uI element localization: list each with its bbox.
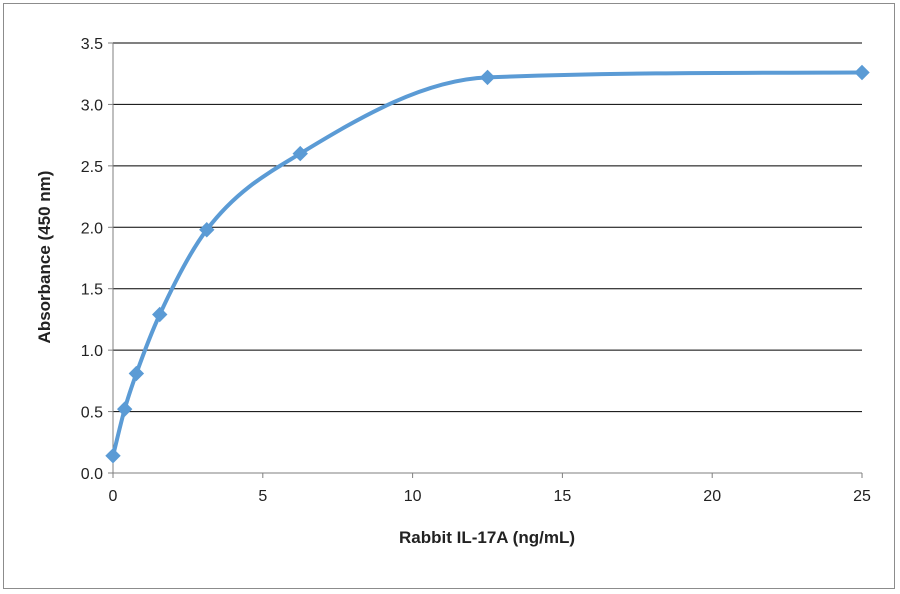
- data-point-marker: [199, 222, 215, 238]
- y-axis-title: Absorbance (450 nm): [35, 171, 54, 344]
- y-tick-label: 2.5: [81, 159, 103, 176]
- y-tick-labels: 0.0 0.5 1.0 1.5 2.0 2.5 3.0 3.5: [81, 36, 103, 483]
- x-tick-label: 15: [554, 488, 572, 505]
- y-tick-label: 1.0: [81, 343, 103, 360]
- data-point-marker: [292, 145, 308, 162]
- y-tick-label: 2.0: [81, 220, 103, 237]
- axes: [108, 42, 863, 478]
- chart-frame: [3, 3, 895, 589]
- data-point-marker: [479, 69, 496, 86]
- x-axis-title: Rabbit IL-17A (ng/mL): [399, 528, 575, 547]
- x-tick-label: 10: [404, 488, 422, 505]
- data-point-marker: [854, 64, 870, 81]
- y-tick-label: 1.5: [81, 282, 103, 299]
- y-tick-label: 0.0: [81, 466, 103, 483]
- y-tick-label: 0.5: [81, 405, 103, 422]
- series-line: [111, 70, 864, 458]
- x-tick-label: 5: [258, 488, 267, 505]
- x-tick-label: 0: [109, 488, 118, 505]
- y-tick-label: 3.5: [81, 36, 103, 53]
- data-point-marker: [105, 448, 121, 464]
- data-point-marker: [128, 365, 145, 382]
- series-group: [105, 64, 870, 464]
- y-tick-label: 3.0: [81, 97, 103, 114]
- x-tick-labels: 0 5 10 15 20 25: [109, 488, 871, 505]
- x-tick-label: 20: [703, 488, 721, 505]
- data-point-marker: [152, 306, 168, 323]
- data-point-marker: [116, 401, 133, 417]
- x-tick-label: 25: [853, 488, 871, 505]
- gridlines: [113, 42, 862, 413]
